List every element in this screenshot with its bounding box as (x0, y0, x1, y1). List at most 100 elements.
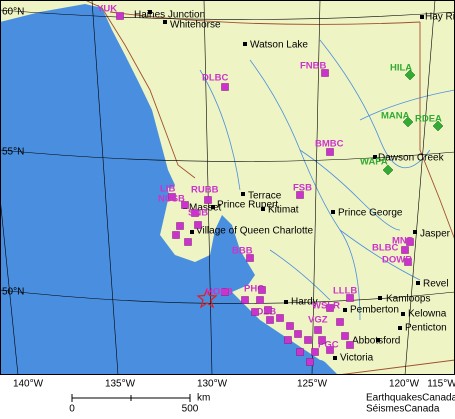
station-label: YUK (97, 4, 117, 15)
city-label: Hardy (291, 297, 318, 308)
station-marker (194, 221, 202, 229)
city-marker (373, 155, 377, 159)
regional-label: WAPA (360, 157, 388, 168)
scale-unit: km (197, 393, 210, 404)
lat-label: 50°N (2, 287, 24, 298)
lat-label: 55°N (2, 147, 24, 158)
station-marker (284, 336, 292, 344)
city-marker (163, 20, 167, 24)
station-marker (264, 306, 272, 314)
city-marker (148, 10, 152, 14)
station-label: RUBB (191, 185, 219, 196)
city-marker (241, 192, 245, 196)
station-marker (181, 201, 189, 209)
station-label: PGC (318, 340, 339, 351)
station-label: LLLB (333, 286, 357, 297)
city-marker (190, 230, 194, 234)
station-marker (314, 326, 322, 334)
station-marker (346, 294, 354, 302)
city-label: Hay River (425, 12, 455, 23)
credit: EarthquakesCanada (366, 393, 455, 404)
station-marker (172, 231, 180, 239)
station-label: HOLB (206, 287, 233, 298)
city-label: Whitehorse (170, 20, 221, 31)
station-marker (318, 336, 326, 344)
lon-label: 115°W (427, 379, 455, 390)
station-label: DLBC (202, 73, 229, 84)
station-marker (286, 322, 294, 330)
station-marker (326, 304, 334, 312)
epicenter-star (196, 287, 218, 309)
city-marker (333, 356, 337, 360)
city-marker (243, 42, 247, 46)
city-label: Revel (423, 279, 449, 290)
regional-label: RDEA (415, 114, 442, 125)
station-marker (251, 308, 259, 316)
lon-label: 120°W (389, 379, 420, 390)
city-marker (343, 308, 347, 312)
station-label: BLBC (372, 243, 399, 254)
city-label: Prince George (338, 208, 403, 219)
city-marker (416, 281, 420, 285)
station-marker (256, 296, 264, 304)
graticule (0, 0, 455, 375)
regional-marker (432, 120, 444, 132)
city-label: Village of Queen Charlotte (196, 226, 314, 237)
regional-label: MANA (381, 111, 410, 122)
city-label: Haines Junction (134, 10, 205, 21)
station-marker (321, 69, 329, 77)
station-marker (341, 332, 349, 340)
city-label: Terrace (248, 191, 282, 202)
city-marker (398, 326, 402, 330)
city-marker (284, 300, 288, 304)
city-label: Watson Lake (250, 40, 308, 51)
city-marker (261, 207, 265, 211)
station-marker (326, 148, 334, 156)
city-marker (376, 338, 380, 342)
lat-label: 60°N (2, 7, 24, 18)
station-label: FNBB (300, 61, 327, 72)
station-marker (246, 254, 254, 262)
lon-label: 130°W (197, 379, 228, 390)
scale-start: 0 (69, 404, 75, 414)
city-label: Pemberton (350, 305, 399, 316)
station-marker (296, 191, 304, 199)
scale-end: 500 (182, 404, 199, 414)
station-marker (184, 238, 192, 246)
city-marker (331, 210, 335, 214)
lon-labels: 140°W 135°W 130°W 125°W 120°W 115°W (13, 379, 455, 390)
station-marker (401, 246, 409, 254)
station-marker (306, 358, 314, 366)
station-label: WSLR (312, 301, 340, 312)
regional-marker (402, 116, 414, 128)
regional-marker (382, 164, 394, 176)
station-marker (176, 222, 184, 230)
station-marker (266, 316, 274, 324)
scale-bar: 0 500 km (69, 393, 210, 415)
regional-marker (404, 69, 416, 81)
station-marker (346, 341, 354, 349)
station-marker (241, 296, 249, 304)
station-marker (116, 12, 124, 20)
borders (84, 0, 455, 375)
station-marker (311, 348, 319, 356)
lon-label: 135°W (105, 379, 136, 390)
city-label: Kitimat (268, 205, 299, 216)
station-label: DOWB (382, 255, 412, 266)
station-label: BMBC (315, 139, 344, 150)
lon-label: 125°W (297, 379, 328, 390)
station-label: MNB (392, 236, 414, 247)
city-label: Kelowna (408, 309, 447, 320)
station-marker (191, 209, 199, 217)
station-label: PHC (244, 284, 264, 295)
station-label: SNB (188, 208, 208, 219)
station-label: NCSB (158, 194, 185, 205)
station-label: VGZ (308, 315, 328, 326)
city-marker (413, 230, 417, 234)
city-marker (401, 312, 405, 316)
city-marker (211, 205, 215, 209)
station-marker (404, 258, 412, 266)
station-marker (336, 318, 344, 326)
